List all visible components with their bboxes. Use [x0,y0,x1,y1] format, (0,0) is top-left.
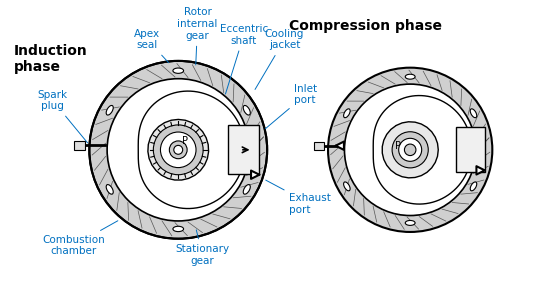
Circle shape [107,79,249,221]
Ellipse shape [344,109,350,118]
Circle shape [174,145,182,154]
Bar [314,141,324,150]
Polygon shape [382,122,438,178]
Text: Eccentric
shaft: Eccentric shaft [220,24,268,94]
Ellipse shape [106,105,113,115]
Ellipse shape [470,182,477,191]
Text: Inlet
port: Inlet port [266,84,317,129]
Ellipse shape [243,185,250,194]
Circle shape [153,125,203,175]
Text: Spark
plug: Spark plug [37,90,87,143]
Text: Rotor
internal
gear: Rotor internal gear [178,8,218,65]
Ellipse shape [106,185,113,194]
Circle shape [169,141,187,159]
Text: Apex
seal: Apex seal [134,29,169,63]
Text: P: P [395,141,401,151]
Text: P: P [182,136,188,146]
Circle shape [399,138,422,161]
Bar [74,141,85,150]
Circle shape [392,132,428,168]
Text: Compression phase: Compression phase [289,19,443,33]
Bar [228,125,258,174]
Ellipse shape [243,105,250,115]
Circle shape [344,84,476,216]
Text: Cooling
jacket: Cooling jacket [255,29,304,89]
Ellipse shape [405,74,415,79]
Circle shape [161,132,196,168]
Ellipse shape [344,182,350,191]
Polygon shape [138,91,245,209]
Polygon shape [148,119,209,180]
Ellipse shape [173,226,184,231]
Circle shape [405,144,416,156]
Polygon shape [373,95,472,204]
Text: Stationary
gear: Stationary gear [175,230,230,266]
Circle shape [90,61,267,239]
Ellipse shape [405,220,415,225]
Circle shape [328,68,493,232]
Text: Induction
phase: Induction phase [14,44,88,74]
Text: Exhaust
port: Exhaust port [266,180,331,215]
Ellipse shape [470,109,477,118]
Ellipse shape [173,68,184,73]
Bar [456,127,484,172]
Text: Combustion
chamber: Combustion chamber [42,221,118,256]
